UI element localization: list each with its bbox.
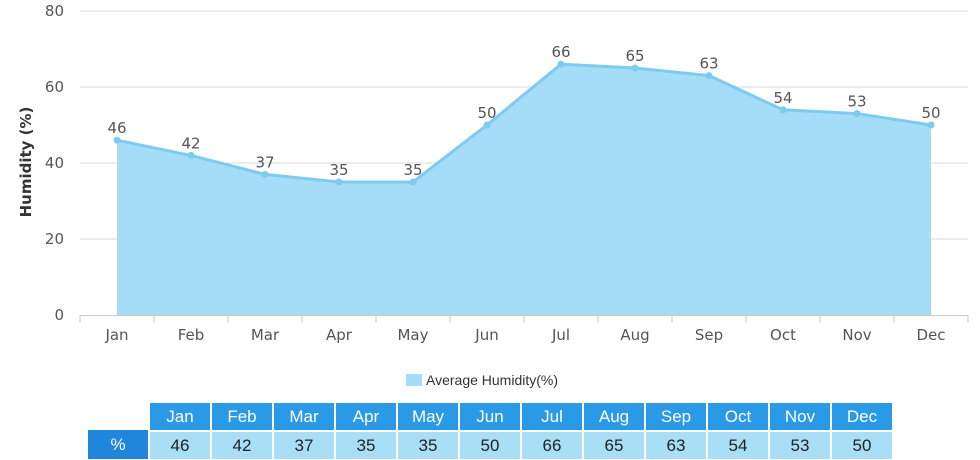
y-tick-label: 60 (45, 78, 64, 96)
table-header-cell: Aug (584, 403, 646, 430)
table-value-cell: 66 (522, 430, 584, 459)
data-points (113, 60, 935, 186)
table-header-cell: Jan (150, 403, 212, 430)
data-label: 54 (773, 89, 792, 107)
data-label: 63 (699, 55, 718, 73)
table-header-cell: Apr (336, 403, 398, 430)
x-tick-label: Jan (104, 326, 128, 344)
x-tick-label: Dec (916, 326, 945, 344)
data-point (483, 121, 491, 129)
x-axis-ticks: Jan Feb Mar Apr May Jun Jul Aug Sep Oct Nov Dec (79, 315, 969, 344)
humidity-chart: 0 20 40 60 80 Humidity (%) 46 42 37 35 35 50 66 65 6… (17, 2, 969, 344)
table-header-cell: Jul (522, 403, 584, 430)
data-point (927, 121, 935, 129)
y-tick-label: 0 (54, 306, 64, 324)
x-tick-label: Jul (551, 326, 570, 344)
table-value-cell: 65 (584, 430, 646, 459)
data-point (187, 151, 195, 159)
data-labels: 46 42 37 35 35 50 66 65 63 54 53 50 (107, 43, 940, 179)
x-tick-label: Jun (474, 326, 498, 344)
data-label: 37 (255, 153, 274, 171)
table-header-cell: May (398, 403, 460, 430)
humidity-line (116, 62, 932, 184)
data-label: 42 (181, 134, 200, 152)
y-axis-ticks: 0 20 40 60 80 (45, 2, 64, 324)
data-label: 35 (403, 161, 422, 179)
data-point (779, 106, 787, 114)
legend-label: Average Humidity(%) (426, 372, 559, 388)
data-label: 35 (329, 161, 348, 179)
table-header-cell: Sep (646, 403, 708, 430)
data-point (557, 60, 565, 68)
x-tick-label: Oct (770, 326, 796, 344)
humidity-data-table: Jan Feb Mar Apr May Jun Jul Aug Sep Oct Nov Dec % 4… (88, 403, 894, 459)
table-header-cell: Nov (770, 403, 832, 430)
table-header-cell: Jun (460, 403, 522, 430)
x-tick-label: Apr (326, 326, 353, 344)
data-label: 53 (847, 93, 866, 111)
chart-legend[interactable]: Average Humidity(%) (406, 370, 558, 390)
table-header-cell: Mar (274, 403, 336, 430)
table-value-cell: 63 (646, 430, 708, 459)
x-tick-label: Feb (178, 326, 205, 344)
table-value-cell: 50 (832, 430, 894, 459)
table-value-cell: 50 (460, 430, 522, 459)
table-header-cell: Oct (708, 403, 770, 430)
table-corner (88, 403, 150, 430)
data-label: 50 (921, 104, 940, 122)
data-label: 65 (625, 47, 644, 65)
x-tick-label: Nov (842, 326, 871, 344)
y-tick-label: 80 (45, 2, 64, 20)
humidity-area (117, 64, 931, 315)
table-value-cell: 35 (398, 430, 460, 459)
table-value-cell: 37 (274, 430, 336, 459)
table-header-cell: Dec (832, 403, 894, 430)
table-header-cell: Feb (212, 403, 274, 430)
data-label: 46 (107, 119, 126, 137)
y-tick-label: 40 (45, 154, 64, 172)
x-tick-label: May (397, 326, 428, 344)
table-value-cell: 42 (212, 430, 274, 459)
table-row-label: % (88, 430, 150, 459)
data-label: 50 (477, 104, 496, 122)
data-point (261, 170, 269, 178)
table-value-cell: 46 (150, 430, 212, 459)
data-label: 66 (551, 43, 570, 61)
data-point (113, 136, 121, 144)
table-header-row: Jan Feb Mar Apr May Jun Jul Aug Sep Oct Nov Dec (88, 403, 894, 430)
table-value-cell: 35 (336, 430, 398, 459)
data-point (335, 178, 343, 186)
table-value-cell: 53 (770, 430, 832, 459)
legend-swatch (406, 374, 422, 386)
data-point (409, 178, 417, 186)
data-point (705, 72, 713, 80)
data-point (631, 64, 639, 72)
y-tick-label: 20 (45, 230, 64, 248)
x-tick-label: Mar (251, 326, 280, 344)
table-value-cell: 54 (708, 430, 770, 459)
table-value-row: % 46 42 37 35 35 50 66 65 63 54 53 50 (88, 430, 894, 459)
data-point (853, 110, 861, 118)
y-axis-label: Humidity (%) (17, 107, 35, 218)
x-tick-label: Sep (695, 326, 723, 344)
x-tick-label: Aug (620, 326, 649, 344)
